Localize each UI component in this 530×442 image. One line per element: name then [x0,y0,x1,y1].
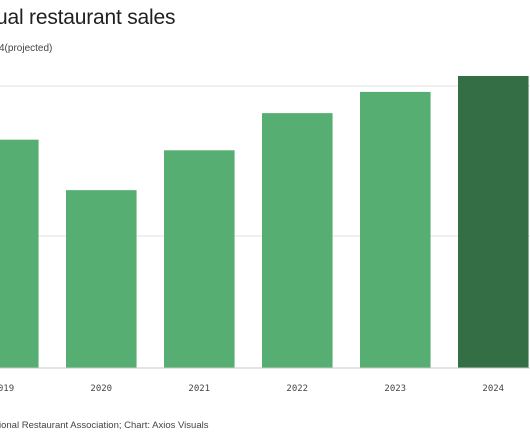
bar-2024 [458,75,529,368]
x-tick-label-2020: 2020 [90,384,112,394]
source-note: ional Restaurant Association; Chart: Axi… [0,420,209,431]
chart-subtitle: 4(projected) [0,43,53,54]
bars [0,75,529,369]
bar-2020 [66,190,137,368]
x-tick-label-2019: 2019 [0,384,14,394]
bar-2019 [0,139,39,368]
chart-title: ual restaurant sales [0,6,176,29]
x-tick-labels: 2019 2020 2021 2022 2023 2024 [0,384,504,394]
bar-2023 [360,91,431,369]
x-tick-label-2023: 2023 [384,384,406,394]
bar-2021 [164,150,235,368]
x-tick-label-2022: 2022 [286,384,308,394]
bar-2022 [262,113,333,368]
x-tick-label-2024: 2024 [482,384,504,394]
x-tick-label-2021: 2021 [188,384,210,394]
